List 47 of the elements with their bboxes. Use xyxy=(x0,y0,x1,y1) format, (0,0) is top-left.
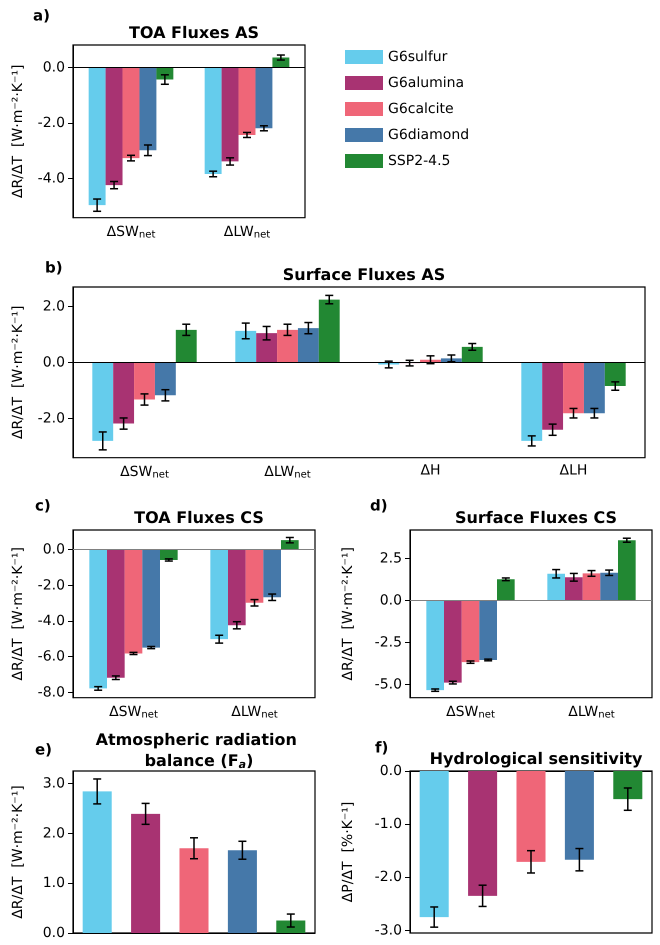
text: e) xyxy=(35,740,52,758)
chart-title: TOA Fluxes CS xyxy=(134,508,264,527)
chart-title: Surface Fluxes AS xyxy=(282,265,446,284)
legend-label: G6alumina xyxy=(388,75,464,91)
y-tick-label: 0.0 xyxy=(380,592,402,608)
text: f) xyxy=(375,738,388,756)
text: d) xyxy=(370,496,388,514)
y-tick-label: 0.0 xyxy=(380,763,402,779)
legend-label: G6diamond xyxy=(388,127,470,143)
text: b) xyxy=(45,258,63,276)
y-tick-label: -4.0 xyxy=(38,612,65,629)
y-tick-label: 0.0 xyxy=(42,354,65,371)
text: c) xyxy=(35,496,51,514)
x-tick-label: ΔLH xyxy=(560,462,588,479)
y-tick-label: -2.0 xyxy=(374,869,402,886)
y-tick-label: 1.0 xyxy=(42,875,65,892)
y-tick-label: 2.5 xyxy=(380,550,402,567)
legend-label: G6sulfur xyxy=(388,49,448,65)
y-tick-label: -6.0 xyxy=(38,648,65,665)
y-axis-title: ΔR/ΔT [W·m⁻²·K⁻¹] xyxy=(340,547,356,681)
y-axis-title: ΔR/ΔT [W·m⁻²·K⁻¹] xyxy=(10,547,26,681)
y-tick-label: -2.0 xyxy=(38,577,65,594)
y-tick-label: -2.5 xyxy=(374,634,402,650)
y-axis-title: ΔR/ΔT [W·m⁻²·K⁻¹] xyxy=(10,64,26,198)
y-axis-title: ΔR/ΔT [W·m⁻²·K⁻¹] xyxy=(10,306,26,440)
y-tick-label: -2.0 xyxy=(38,410,65,427)
y-tick-label: -1.0 xyxy=(374,816,402,832)
y-tick-label: 0.0 xyxy=(42,59,65,76)
text: a) xyxy=(33,6,50,24)
legend-label: G6calcite xyxy=(388,101,454,117)
y-tick-label: 2.0 xyxy=(42,298,65,315)
y-axis-title: ΔR/ΔT [W·m⁻²·K⁻¹] xyxy=(10,785,26,919)
y-tick-label: 3.0 xyxy=(42,775,65,792)
y-tick-label: 2.0 xyxy=(42,825,65,842)
legend-label: SSP2-4.5 xyxy=(388,153,450,169)
y-tick-label: -2.0 xyxy=(38,114,65,131)
y-tick-label: 0.0 xyxy=(42,925,65,941)
chart-title: Surface Fluxes CS xyxy=(454,508,618,527)
chart-title: TOA Fluxes AS xyxy=(128,23,260,42)
chart-title: Hydrological sensitivity xyxy=(430,749,643,768)
y-tick-label: -8.0 xyxy=(38,684,65,700)
y-tick-label: 0.0 xyxy=(42,542,65,558)
y-tick-label: -3.0 xyxy=(374,922,402,938)
y-tick-label: -5.0 xyxy=(374,676,402,692)
y-tick-label: -4.0 xyxy=(38,170,65,187)
x-tick-label: ΔH xyxy=(420,462,441,479)
y-axis-title: ΔP/ΔT [%·K⁻¹] xyxy=(340,802,356,902)
